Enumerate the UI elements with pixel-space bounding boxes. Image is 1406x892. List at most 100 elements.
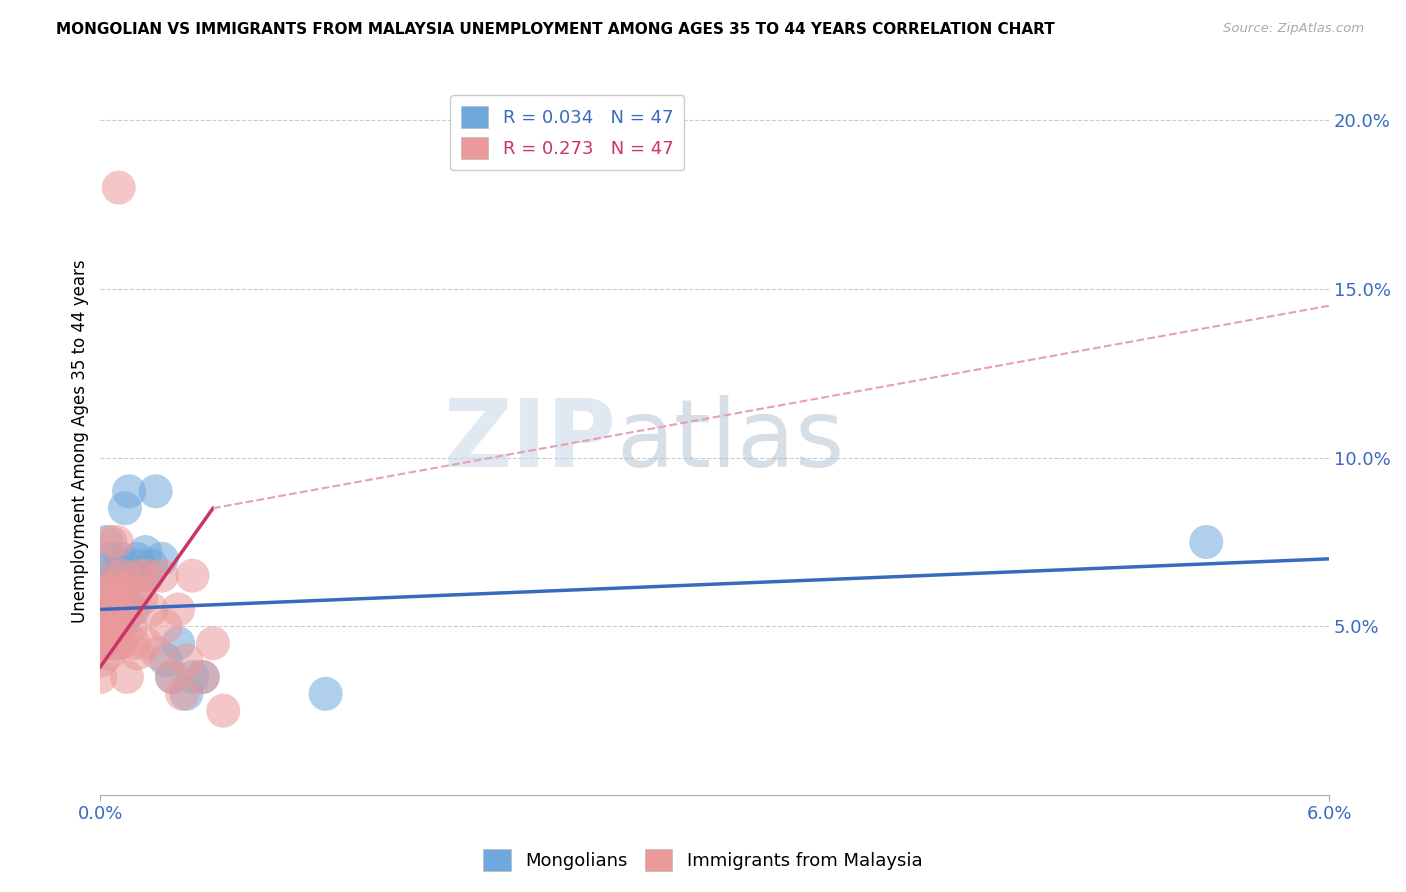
- Point: [96, 585, 118, 599]
- Point: [141, 602, 163, 616]
- Point: [191, 670, 214, 684]
- Point: [201, 636, 224, 650]
- Point: [131, 568, 153, 582]
- Point: [97, 646, 120, 660]
- Point: [107, 636, 129, 650]
- Point: [1195, 535, 1218, 549]
- Point: [155, 619, 177, 633]
- Point: [110, 585, 132, 599]
- Point: [134, 545, 156, 559]
- Point: [136, 568, 159, 582]
- Point: [127, 551, 149, 566]
- Point: [111, 558, 134, 573]
- Point: [101, 568, 124, 582]
- Point: [89, 670, 111, 684]
- Point: [89, 636, 111, 650]
- Point: [114, 613, 136, 627]
- Point: [127, 646, 149, 660]
- Point: [104, 613, 127, 627]
- Point: [93, 592, 115, 607]
- Point: [191, 670, 214, 684]
- Point: [105, 592, 128, 607]
- Point: [100, 619, 122, 633]
- Point: [141, 558, 163, 573]
- Point: [89, 585, 111, 599]
- Point: [110, 636, 132, 650]
- Legend: Mongolians, Immigrants from Malaysia: Mongolians, Immigrants from Malaysia: [477, 842, 929, 879]
- Point: [110, 602, 132, 616]
- Point: [101, 626, 124, 640]
- Point: [104, 558, 127, 573]
- Point: [93, 602, 115, 616]
- Point: [96, 619, 118, 633]
- Point: [160, 670, 183, 684]
- Point: [111, 568, 134, 582]
- Text: Source: ZipAtlas.com: Source: ZipAtlas.com: [1223, 22, 1364, 36]
- Point: [131, 592, 153, 607]
- Point: [122, 636, 145, 650]
- Point: [118, 602, 141, 616]
- Point: [91, 653, 114, 667]
- Point: [176, 687, 198, 701]
- Point: [181, 568, 204, 582]
- Y-axis label: Unemployment Among Ages 35 to 44 years: Unemployment Among Ages 35 to 44 years: [72, 259, 89, 623]
- Point: [89, 602, 111, 616]
- Point: [120, 568, 142, 582]
- Point: [101, 592, 124, 607]
- Point: [115, 670, 138, 684]
- Point: [128, 558, 150, 573]
- Point: [124, 568, 146, 582]
- Point: [110, 551, 132, 566]
- Point: [100, 602, 122, 616]
- Point: [91, 619, 114, 633]
- Point: [167, 636, 190, 650]
- Point: [104, 636, 127, 650]
- Point: [107, 592, 129, 607]
- Point: [120, 619, 142, 633]
- Point: [115, 592, 138, 607]
- Point: [101, 568, 124, 582]
- Point: [167, 602, 190, 616]
- Point: [124, 585, 146, 599]
- Point: [97, 626, 120, 640]
- Legend: R = 0.034   N = 47, R = 0.273   N = 47: R = 0.034 N = 47, R = 0.273 N = 47: [450, 95, 685, 170]
- Point: [315, 687, 337, 701]
- Point: [150, 568, 173, 582]
- Point: [212, 704, 235, 718]
- Point: [97, 585, 120, 599]
- Point: [160, 670, 183, 684]
- Point: [105, 579, 128, 593]
- Point: [150, 551, 173, 566]
- Point: [105, 535, 128, 549]
- Point: [155, 653, 177, 667]
- Text: atlas: atlas: [616, 395, 845, 487]
- Point: [89, 619, 111, 633]
- Point: [122, 602, 145, 616]
- Point: [91, 636, 114, 650]
- Point: [107, 180, 129, 194]
- Point: [93, 636, 115, 650]
- Text: ZIP: ZIP: [443, 395, 616, 487]
- Point: [114, 501, 136, 516]
- Point: [89, 602, 111, 616]
- Point: [118, 484, 141, 499]
- Point: [91, 602, 114, 616]
- Point: [181, 670, 204, 684]
- Point: [107, 602, 129, 616]
- Text: MONGOLIAN VS IMMIGRANTS FROM MALAYSIA UNEMPLOYMENT AMONG AGES 35 TO 44 YEARS COR: MONGOLIAN VS IMMIGRANTS FROM MALAYSIA UN…: [56, 22, 1054, 37]
- Point: [146, 646, 169, 660]
- Point: [136, 568, 159, 582]
- Point: [145, 484, 167, 499]
- Point: [100, 551, 122, 566]
- Point: [93, 579, 115, 593]
- Point: [96, 609, 118, 624]
- Point: [114, 609, 136, 624]
- Point: [104, 579, 127, 593]
- Point: [105, 619, 128, 633]
- Point: [134, 636, 156, 650]
- Point: [176, 653, 198, 667]
- Point: [100, 535, 122, 549]
- Point: [128, 568, 150, 582]
- Point: [96, 535, 118, 549]
- Point: [97, 592, 120, 607]
